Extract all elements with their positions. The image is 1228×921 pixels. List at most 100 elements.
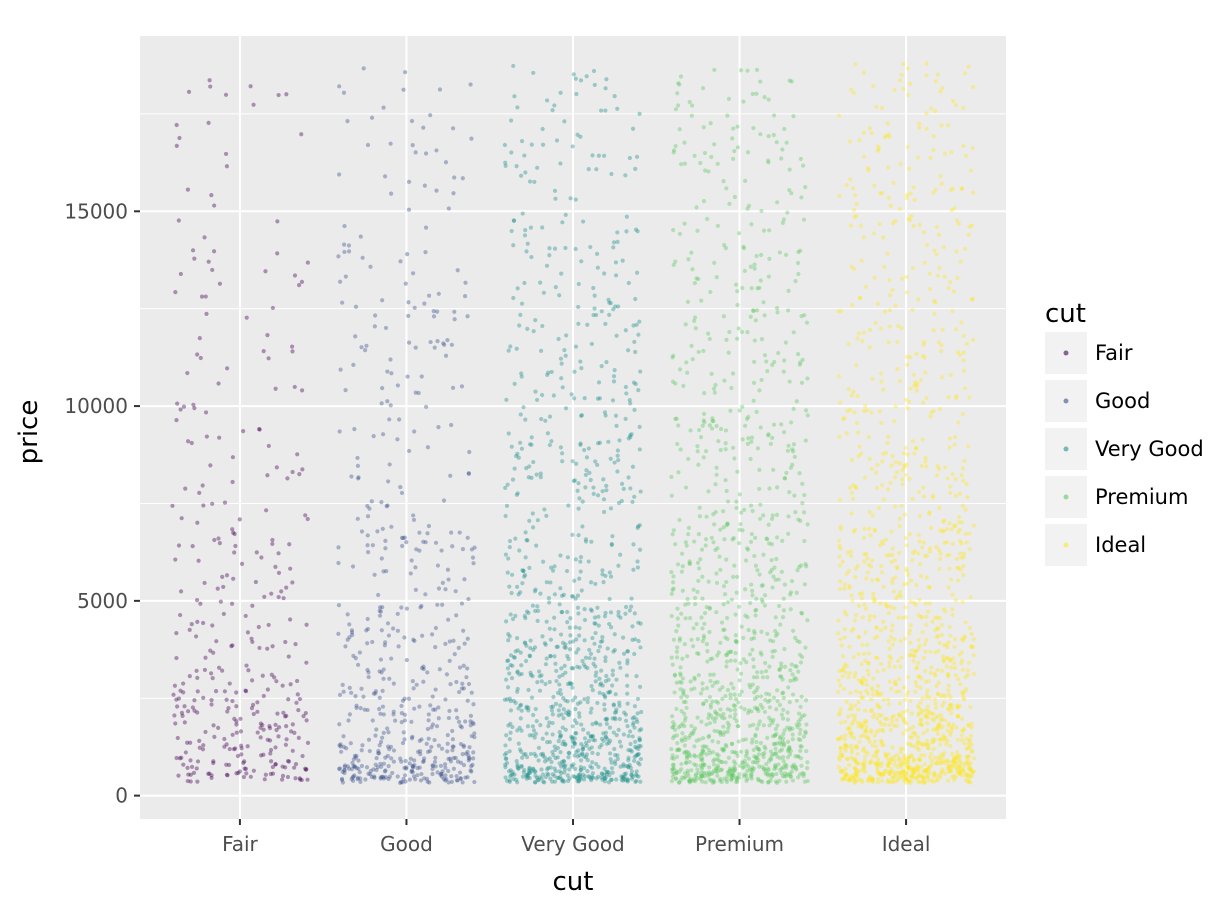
data-point [428, 113, 433, 118]
data-point [929, 106, 934, 111]
data-point [891, 713, 896, 719]
data-point [592, 656, 597, 661]
data-point [599, 742, 604, 747]
data-point [852, 780, 857, 785]
data-point [783, 252, 789, 257]
data-point [714, 571, 719, 576]
data-point [387, 774, 393, 779]
data-point [858, 223, 863, 228]
data-point [528, 225, 534, 230]
data-point [954, 765, 959, 770]
data-point [746, 203, 752, 208]
data-point [633, 744, 638, 749]
data-point [349, 767, 355, 772]
data-point [506, 723, 511, 728]
data-point [893, 460, 898, 465]
data-point [947, 436, 952, 441]
data-point [273, 762, 278, 767]
data-point [588, 244, 593, 250]
data-point [922, 553, 928, 558]
data-point [777, 667, 782, 672]
data-point [786, 531, 791, 536]
data-point [400, 780, 405, 785]
data-point [959, 320, 964, 325]
data-point [870, 578, 875, 583]
data-point [885, 440, 890, 446]
data-point [918, 753, 924, 758]
data-point [415, 773, 420, 778]
data-point [711, 672, 716, 677]
data-point [847, 777, 852, 782]
data-point [905, 759, 910, 765]
data-point [875, 762, 881, 767]
data-point [925, 775, 930, 780]
data-point [890, 642, 896, 647]
data-point [372, 324, 377, 329]
data-point [589, 776, 594, 781]
data-point [174, 697, 179, 702]
data-point [518, 650, 523, 655]
data-point [892, 772, 898, 777]
data-point [402, 535, 407, 540]
data-point [902, 685, 907, 690]
data-point [571, 639, 576, 644]
data-point [574, 637, 579, 642]
data-point [707, 765, 712, 770]
data-point [636, 743, 642, 749]
data-point [601, 691, 606, 697]
data-point [604, 673, 609, 679]
data-point [912, 197, 917, 202]
data-point [572, 740, 577, 746]
data-point [604, 721, 609, 726]
data-point [222, 689, 227, 694]
data-point [545, 767, 550, 772]
data-point [850, 302, 855, 308]
data-point [536, 758, 541, 763]
data-point [924, 395, 929, 401]
data-point [201, 695, 206, 700]
data-point [701, 348, 706, 353]
data-point [754, 596, 759, 601]
data-point [693, 601, 698, 607]
data-point [592, 293, 597, 298]
data-point [511, 218, 517, 223]
data-point [557, 674, 562, 679]
data-point [867, 126, 872, 131]
data-point [904, 721, 909, 726]
data-point [395, 611, 400, 617]
data-point [503, 765, 508, 770]
data-point [522, 613, 527, 618]
data-point [637, 447, 642, 452]
data-point [619, 774, 624, 779]
data-point [842, 742, 848, 747]
data-point [766, 767, 771, 773]
data-point [915, 765, 920, 770]
data-point [903, 775, 908, 781]
data-point [915, 665, 920, 670]
data-point [787, 187, 792, 193]
data-point [798, 518, 803, 523]
data-point [508, 721, 513, 726]
data-point [919, 710, 924, 715]
data-point [787, 727, 792, 732]
data-point [587, 655, 592, 661]
data-point [572, 736, 577, 741]
data-point [943, 760, 948, 766]
data-point [854, 486, 859, 491]
data-point [386, 764, 391, 769]
data-point [773, 577, 778, 582]
data-point [961, 333, 966, 339]
data-point [504, 756, 509, 761]
data-point [239, 746, 244, 751]
data-point [625, 701, 630, 706]
data-point [763, 768, 768, 773]
data-point [441, 341, 446, 346]
data-point [872, 527, 877, 532]
data-point [504, 733, 509, 738]
data-point [799, 714, 805, 719]
data-point [244, 315, 249, 320]
data-point [408, 571, 413, 576]
data-point [869, 685, 874, 691]
data-point [562, 347, 567, 353]
data-point [898, 775, 904, 780]
